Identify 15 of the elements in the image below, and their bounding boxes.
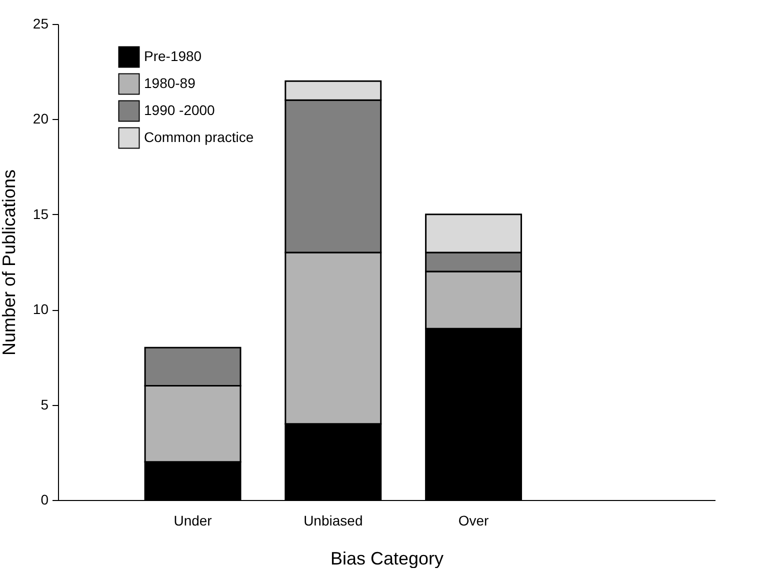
y-tick-label: 15 (32, 206, 49, 222)
x-axis-title: Bias Category (330, 548, 444, 568)
y-tick-label: 5 (40, 396, 49, 412)
legend-label: 1980-89 (144, 75, 196, 91)
y-tick-label: 10 (32, 301, 49, 318)
x-tick-label: Over (458, 512, 490, 528)
x-tick-label: Under (174, 512, 212, 528)
y-axis-title: Number of Publications (0, 169, 19, 356)
y-tick-label: 20 (32, 110, 49, 127)
y-tick-label: 25 (32, 16, 49, 32)
y-tick-label: 0 (40, 492, 49, 508)
legend-label: Common practice (144, 129, 254, 145)
legend-label: Pre-1980 (144, 48, 202, 64)
legend-label: 1990 -2000 (144, 102, 216, 118)
x-tick-label: Unbiased (304, 512, 363, 528)
